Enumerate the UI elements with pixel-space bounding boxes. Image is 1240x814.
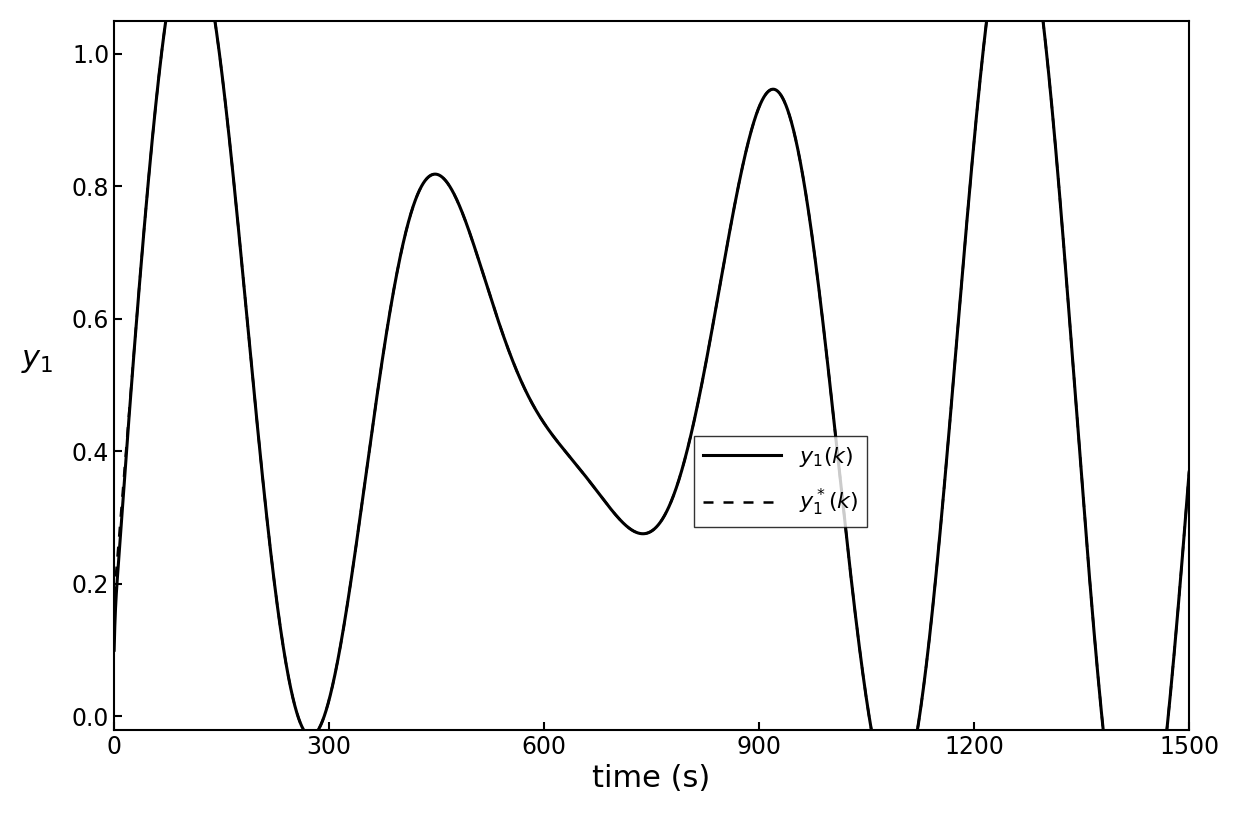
X-axis label: time (s): time (s) — [593, 764, 711, 793]
Line: $y_1^*(k)$: $y_1^*(k)$ — [114, 0, 1189, 814]
$y_1^*(k)$ — [365, 425, 379, 435]
$y_1^*(k)$ — [224, 152, 239, 162]
$y_1(k)$ — [1182, 467, 1197, 477]
$y_1^*(k)$ — [107, 592, 122, 602]
Legend: $y_1(k)$, $y_1^*(k)$: $y_1(k)$, $y_1^*(k)$ — [694, 436, 867, 527]
$y_1^*(k)$ — [141, 176, 156, 186]
$y_1(k)$ — [342, 583, 357, 593]
$y_1^*(k)$ — [1182, 467, 1197, 477]
$y_1^*(k)$ — [342, 583, 357, 593]
$y_1^*(k)$ — [676, 462, 691, 472]
$y_1(k)$ — [365, 425, 379, 435]
Line: $y_1(k)$: $y_1(k)$ — [114, 0, 1189, 814]
$y_1^*(k)$ — [1039, 44, 1054, 54]
$y_1(k)$ — [224, 152, 239, 162]
Y-axis label: $y_1$: $y_1$ — [21, 346, 53, 375]
$y_1(k)$ — [141, 177, 156, 186]
$y_1(k)$ — [107, 646, 122, 655]
$y_1(k)$ — [1039, 44, 1054, 54]
$y_1(k)$ — [676, 462, 691, 472]
